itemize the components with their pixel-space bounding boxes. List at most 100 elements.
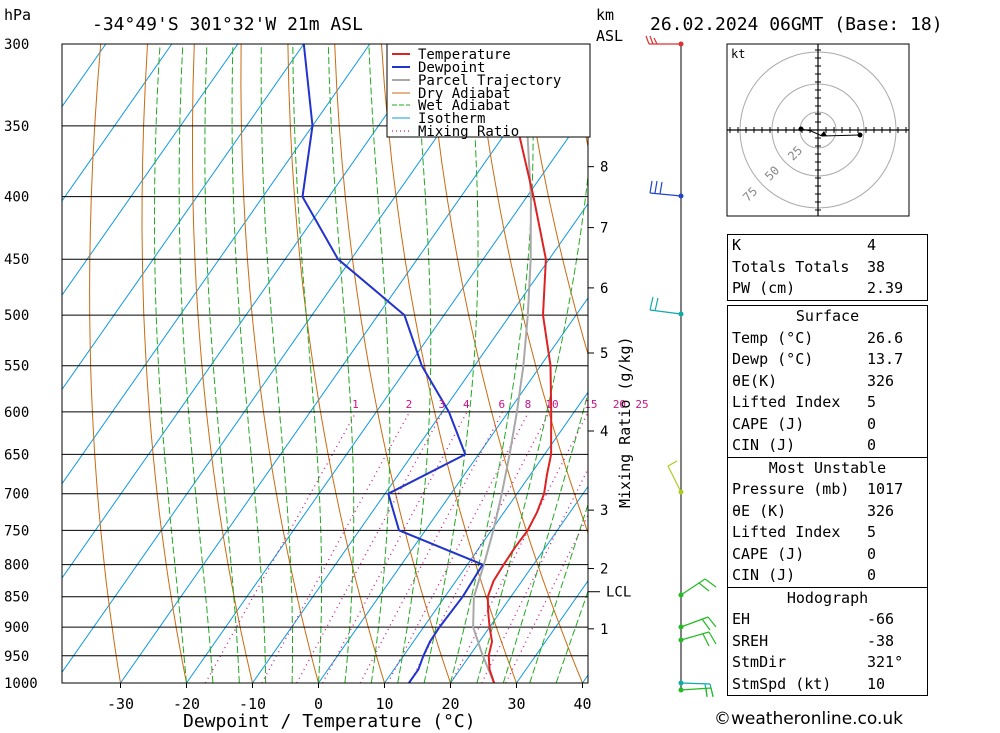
index-row-pw: PW (cm) 2.39: [728, 278, 927, 300]
surface-value: 0: [867, 414, 877, 433]
surface-row: θE(K) 326: [728, 371, 927, 393]
isobar-lines: [62, 44, 588, 683]
pressure-axis: 300 350 400 450 500 550 600 650 700 750 800 850 900 9…: [4, 37, 38, 692]
pressure-tick-label: 350: [4, 119, 29, 135]
km-unit-label: km: [596, 6, 614, 24]
dry-adiabat-line: [943, 44, 1000, 683]
dry-adiabat-line: [521, 44, 588, 356]
wind-barb-icon: [645, 35, 681, 45]
most-unstable-label: Pressure (mb): [732, 480, 850, 498]
hodograph-value: -66: [867, 610, 895, 628]
pressure-tick-label: 650: [4, 447, 29, 463]
legend-parcel: Parcel Trajectory: [418, 73, 561, 89]
hodograph-table-title: Hodograph: [728, 586, 927, 610]
height-km-axis: 8 7 6 5 4 3 2 1 LCL: [588, 160, 631, 638]
isotherm-line: [62, 44, 503, 674]
index-label: PW (cm): [732, 279, 796, 297]
wind-barb-icon: [649, 180, 682, 197]
most-unstable-value: 1017: [867, 480, 904, 498]
sounding-series: [301, 44, 553, 683]
x-tick-label: -10: [239, 695, 266, 713]
hodograph-point: [798, 126, 804, 132]
hodograph-row: EH -66: [728, 609, 927, 631]
most-unstable-row: θE (K) 326: [728, 501, 927, 523]
dry-adiabat-line: [990, 44, 1000, 683]
pressure-tick-label: 750: [4, 523, 29, 539]
surface-value: 5: [867, 393, 877, 411]
index-label: Totals Totals: [732, 257, 850, 276]
most-unstable-label: Lifted Index: [732, 523, 841, 541]
most-unstable-value: 326: [867, 501, 895, 520]
km-tick-label: 7: [600, 221, 608, 237]
pressure-tick-label: 400: [4, 190, 29, 206]
mixing-ratio-label: 1: [352, 398, 359, 411]
pressure-tick-label: 900: [4, 620, 29, 636]
surface-value: 0: [867, 436, 877, 454]
isotherm-line: [384, 391, 588, 683]
pressure-unit-label: hPa: [4, 6, 31, 24]
mixing-ratio-axis-label: Mixing Ratio (g/kg): [616, 336, 634, 508]
surface-label: CIN (J): [732, 436, 796, 454]
most-unstable-row: CIN (J) 0: [728, 565, 927, 587]
surface-row: Temp (°C) 26.6: [728, 328, 927, 350]
index-value: 2.39: [867, 279, 904, 297]
most-unstable-value: 0: [867, 544, 877, 563]
hodograph-row: StmSpd (kt) 10: [728, 674, 927, 696]
surface-label: Temp (°C): [732, 328, 814, 347]
isotherm-line: [252, 202, 588, 683]
surface-table: Surface Temp (°C) 26.6 Dewp (°C) 13.7 θE(K…: [727, 305, 928, 696]
most-unstable-row: CAPE (J) 0: [728, 544, 927, 566]
index-value: 38: [867, 257, 886, 276]
hodograph-value: 321°: [867, 653, 904, 671]
asl-label: ASL: [596, 27, 623, 45]
x-tick-label: 40: [573, 695, 591, 713]
isotherm-line: [120, 44, 569, 683]
wet-adiabat-line: [204, 44, 240, 683]
wet-adiabat-line: [368, 44, 391, 683]
mixing-ratio-line: [505, 513, 588, 683]
lcl-label: LCL: [606, 585, 631, 601]
most-unstable-row: Pressure (mb) 1017: [728, 479, 927, 501]
mixing-ratio-label: 25: [635, 398, 648, 411]
surface-label: CAPE (J): [732, 414, 805, 433]
legend-isotherm: Isotherm: [418, 111, 485, 127]
hodograph-unit: kt: [731, 47, 745, 61]
storm-motion-icon: [820, 131, 827, 136]
wet-adiabat-line: [260, 44, 293, 683]
wind-profile: [645, 35, 717, 698]
x-tick-label: 30: [507, 695, 525, 713]
km-tick-label: 5: [600, 346, 608, 362]
legend-dewpoint: Dewpoint: [418, 60, 485, 76]
most-unstable-label: CIN (J): [732, 566, 796, 584]
wind-barb-icon: [680, 616, 717, 631]
isotherm-line: [62, 44, 173, 202]
mixing-ratio-label: 4: [463, 398, 470, 411]
x-tick-label: 0: [314, 695, 323, 713]
isotherm-line: [62, 44, 305, 391]
wind-barb-icon: [667, 460, 682, 493]
plot-frame: [61, 43, 589, 684]
pressure-tick-label: 850: [4, 590, 29, 606]
wet-adiabat-line: [327, 44, 355, 683]
wet-adiabat-line: [292, 44, 323, 683]
surface-title: Surface: [795, 307, 860, 325]
series-line-temperature: [486, 44, 553, 683]
surface-row: Dewp (°C) 13.7: [728, 349, 927, 371]
surface-value: 326: [867, 371, 895, 390]
most-unstable-row: Lifted Index 5: [728, 522, 927, 544]
pressure-tick-label: 550: [4, 359, 29, 375]
most-unstable-label: θE (K): [732, 501, 787, 520]
index-value: 4: [867, 236, 877, 254]
skewt-plot-area: [62, 44, 1000, 683]
datetime-label: 26.02.2024 06GMT (Base: 18): [650, 14, 943, 35]
surface-row: Lifted Index 5: [728, 392, 927, 414]
hodograph-trace: [800, 128, 861, 137]
credit-link[interactable]: ©weatheronline.co.uk: [714, 709, 904, 729]
hodograph-label: SREH: [732, 631, 769, 650]
pressure-tick-label: 300: [4, 37, 29, 53]
pressure-tick-label: 600: [4, 405, 29, 421]
legend-box: [386, 43, 591, 138]
km-tick-label: 2: [600, 562, 608, 578]
